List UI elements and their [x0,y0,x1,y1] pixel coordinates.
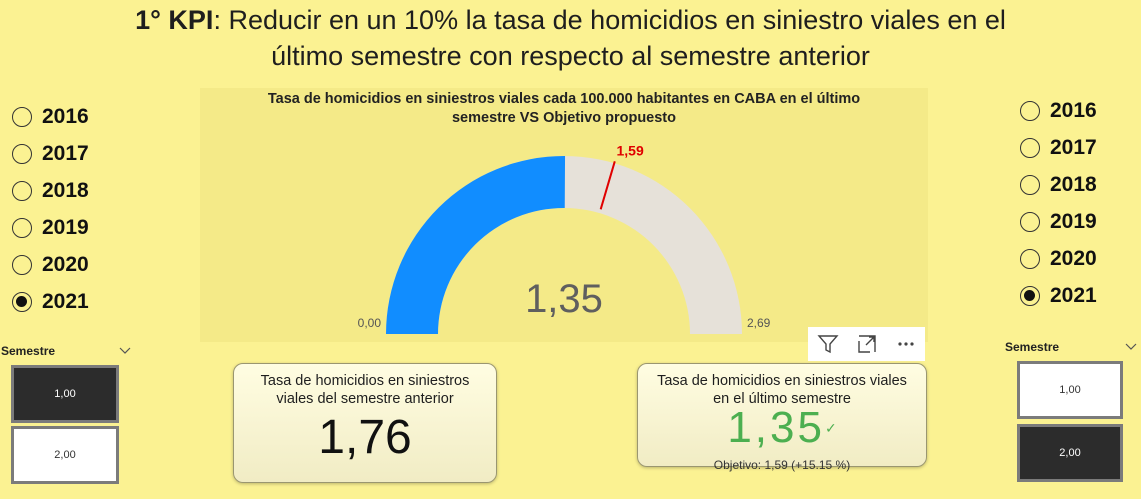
right-year-option[interactable]: 2020 [1020,240,1097,277]
gauge-fill [386,156,566,334]
title-line-1-text: : Reducir en un 10% la tasa de homicidio… [213,5,1006,35]
right-year-slicer: 2016 2017 2018 2019 2020 2021 [1020,92,1097,314]
left-year-option[interactable]: 2016 [12,98,89,135]
gauge-min-label: 0,00 [358,316,382,330]
last-semester-card: Tasa de homicidios en siniestros viales … [637,363,927,472]
kpi-value: 1,35 [727,403,825,452]
radio-circle[interactable] [12,217,32,238]
gauge-title: Tasa de homicidios en siniestros viales … [200,90,928,128]
card-title-line-1: Tasa de homicidios en siniestros [260,373,470,389]
gauge-chart: 1,59 1,35 0,00 2,69 [358,143,771,334]
radio-circle[interactable] [1020,248,1040,269]
more-options-icon[interactable] [886,327,925,361]
semestre-option-label: 2,00 [1059,447,1081,459]
gauge-target-line [599,161,616,210]
card-title: Tasa de homicidios en siniestros viales … [234,372,496,408]
radio-circle[interactable] [1020,174,1040,195]
left-year-option[interactable]: 2019 [12,209,89,246]
card-title-line-2: viales del semestre anterior [276,391,454,407]
radio-circle[interactable] [12,291,32,312]
kpi-value-row: 1,35✓ [638,406,926,460]
title-kpi-label: 1° KPI [135,5,214,35]
gauge-title-line-1: Tasa de homicidios en siniestros viales … [267,91,861,107]
year-label: 2017 [42,141,89,165]
radio-circle[interactable] [1020,137,1040,158]
card-title: Tasa de homicidios en siniestros viales … [638,372,926,408]
gauge-visual[interactable]: Tasa de homicidios en siniestros viales … [200,88,928,342]
radio-circle[interactable] [1020,211,1040,232]
card-title-line-1: Tasa de homicidios en siniestros viales [657,373,907,389]
card-title-line-2: en el último semestre [713,391,851,407]
previous-semester-card: Tasa de homicidios en siniestros viales … [233,363,497,483]
right-year-option[interactable]: 2016 [1020,92,1097,129]
year-label: 2017 [1050,135,1097,159]
right-year-option[interactable]: 2017 [1020,129,1097,166]
left-year-slicer: 2016 2017 2018 2019 2020 2021 [12,98,89,320]
left-year-option[interactable]: 2020 [12,246,89,283]
title-line-2: último semestre con respecto al semestre… [271,41,870,71]
gauge-value-label: 1,35 [525,277,603,321]
year-label: 2016 [42,104,89,128]
radio-circle[interactable] [12,180,32,201]
year-label: 2020 [1050,246,1097,270]
radio-circle[interactable] [1020,285,1040,306]
left-semestre-header: Semestre [1,344,131,358]
left-year-option[interactable]: 2017 [12,135,89,172]
kpi-goal-text: Objetivo: 1,59 (+15.15 %) [713,458,851,472]
right-year-option[interactable]: 2021 [1020,277,1097,314]
radio-circle[interactable] [12,254,32,275]
radio-circle[interactable] [12,143,32,164]
gauge-title-line-2: semestre VS Objetivo propuesto [451,110,676,126]
year-label: 2016 [1050,98,1097,122]
chevron-down-icon[interactable] [119,347,131,355]
year-label: 2021 [42,289,89,313]
left-year-option[interactable]: 2021 [12,283,89,320]
year-label: 2019 [42,215,89,239]
radio-circle[interactable] [12,106,32,127]
right-semestre-option[interactable]: 1,00 [1017,361,1123,419]
left-semestre-option[interactable]: 1,00 [11,365,119,423]
left-year-option[interactable]: 2018 [12,172,89,209]
year-label: 2018 [42,178,89,202]
left-semestre-option[interactable]: 2,00 [11,426,119,484]
focus-mode-icon[interactable] [847,327,886,361]
gauge-target-label: 1,59 [616,143,643,159]
right-semestre-header: Semestre [1005,340,1137,354]
page-title: 1° KPI: Reducir en un 10% la tasa de hom… [0,2,1141,74]
gauge-max-label: 2,69 [747,316,771,330]
semestre-option-label: 1,00 [54,388,76,400]
right-year-option[interactable]: 2018 [1020,166,1097,203]
chevron-down-icon[interactable] [1125,343,1137,351]
title-line-1: 1° KPI: Reducir en un 10% la tasa de hom… [0,2,1141,38]
visual-toolbar [808,327,925,361]
card-value: 1,76 [318,411,412,464]
right-year-option[interactable]: 2019 [1020,203,1097,240]
semestre-option-label: 1,00 [1059,384,1081,396]
right-semestre-option[interactable]: 2,00 [1017,424,1123,482]
semestre-header-label: Semestre [1,344,56,358]
semestre-header-label: Semestre [1005,340,1060,354]
year-label: 2018 [1050,172,1097,196]
filter-icon[interactable] [808,327,847,361]
check-icon: ✓ [824,420,837,436]
semestre-option-label: 2,00 [54,449,76,461]
year-label: 2019 [1050,209,1097,233]
year-label: 2020 [42,252,89,276]
radio-circle[interactable] [1020,100,1040,121]
year-label: 2021 [1050,283,1097,307]
